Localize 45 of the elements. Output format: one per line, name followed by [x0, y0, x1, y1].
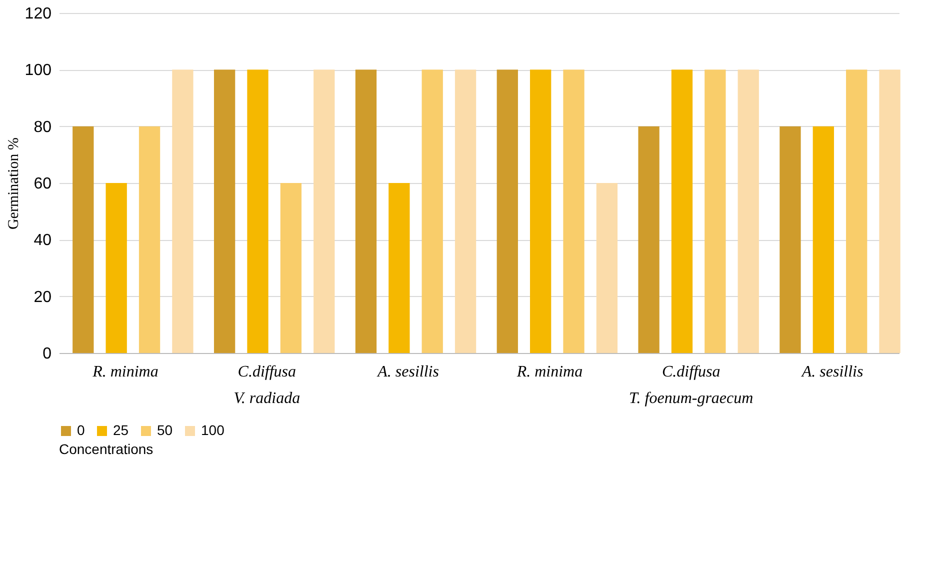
bar — [638, 126, 660, 353]
bar — [138, 126, 160, 353]
y-tick-label: 60 — [34, 176, 52, 192]
legend-label: 50 — [157, 422, 173, 438]
x-tick-label: A. sesillis — [376, 364, 439, 380]
x-tick-label: C.diffusa — [662, 364, 720, 380]
y-tick-label: 80 — [34, 118, 52, 136]
y-tick-label: 20 — [34, 288, 52, 306]
y-axis-title: Germination % — [6, 137, 22, 230]
bar — [172, 70, 194, 353]
y-tick-label: 0 — [42, 346, 52, 362]
x-tick-label: A. sesillis — [800, 364, 864, 380]
bar — [563, 70, 584, 353]
bar — [72, 126, 94, 353]
bar — [879, 70, 900, 353]
bar — [704, 70, 726, 353]
bar — [314, 70, 335, 353]
legend-title: Concentrations — [59, 441, 154, 457]
legend-label: 25 — [113, 422, 129, 438]
bar — [422, 70, 443, 353]
bar — [530, 70, 552, 353]
bar — [247, 70, 268, 353]
bar — [280, 183, 302, 353]
bar — [106, 183, 127, 353]
bar — [780, 126, 801, 353]
legend-label: 100 — [201, 422, 225, 438]
bar — [671, 70, 693, 353]
bar — [812, 126, 834, 353]
y-tick-label: 40 — [34, 232, 52, 250]
x-tick-label: R. minima — [92, 364, 158, 380]
legend-label: 0 — [77, 422, 85, 438]
bar — [846, 70, 868, 353]
bar — [454, 70, 476, 353]
bar — [355, 70, 377, 353]
bar — [738, 70, 759, 353]
bar — [388, 183, 410, 353]
text: V. radiada — [234, 390, 300, 407]
bar — [496, 70, 518, 353]
y-tick-label: 120 — [24, 6, 52, 22]
text: T. foenum-graecum — [629, 390, 754, 407]
bar — [214, 70, 236, 353]
x-tick-label: C.diffusa — [238, 364, 296, 380]
y-tick-label: 100 — [24, 62, 52, 80]
bar — [596, 183, 618, 353]
x-tick-label: R. minima — [516, 364, 583, 380]
